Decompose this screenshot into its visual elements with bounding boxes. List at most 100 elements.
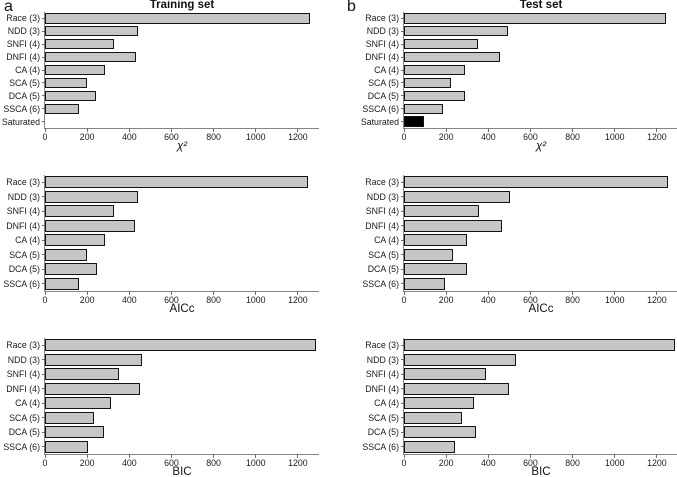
y-tick-mark xyxy=(42,69,45,71)
bar xyxy=(45,77,87,89)
x-tick-label: 200 xyxy=(438,295,454,305)
y-tick-mark xyxy=(401,121,404,123)
bar xyxy=(45,26,138,37)
x-tick-label: 400 xyxy=(480,132,496,142)
y-category-label: CA (4) xyxy=(374,398,399,409)
y-category-label: Saturated xyxy=(360,116,399,127)
x-tick-label: 600 xyxy=(523,132,538,142)
y-tick-mark xyxy=(401,283,404,285)
x-tick-mark xyxy=(297,454,299,458)
bar xyxy=(404,397,474,410)
y-category-label: NDD (3) xyxy=(7,191,40,202)
y-category-label: Race (3) xyxy=(6,177,40,188)
bar xyxy=(45,190,138,203)
x-axis-label: χ² xyxy=(176,140,188,152)
y-category-label: SCA (5) xyxy=(9,412,40,423)
y-category-label: DNFI (4) xyxy=(365,220,399,231)
y-category-label: NDD (3) xyxy=(366,26,399,37)
y-category-label: SCA (5) xyxy=(368,412,399,423)
x-tick-label: 200 xyxy=(438,458,454,468)
y-tick-mark xyxy=(42,359,45,361)
y-tick-mark xyxy=(401,108,404,110)
y-category-label: DCA (5) xyxy=(367,90,399,101)
y-category-label: CA (4) xyxy=(15,65,40,75)
y-category-label: SCA (5) xyxy=(368,77,399,88)
x-tick-label: 1000 xyxy=(604,132,625,142)
x-tick-label: 1000 xyxy=(245,458,266,468)
bar xyxy=(404,277,446,290)
chart-test-chi-squared: Test set Race (3) NDD (3) SNFI (4) DNFI (4) C… xyxy=(361,0,677,152)
x-tick-label: 1200 xyxy=(288,458,308,468)
y-tick-mark xyxy=(401,30,404,32)
bar xyxy=(404,103,443,114)
y-tick-mark xyxy=(401,82,404,84)
bar xyxy=(45,13,310,24)
y-tick-mark xyxy=(42,254,45,256)
y-category-label: DCA (5) xyxy=(8,264,40,275)
bar xyxy=(45,176,309,189)
bar xyxy=(45,277,80,290)
x-tick-mark xyxy=(529,291,531,295)
bar xyxy=(45,339,317,352)
x-tick-mark xyxy=(403,128,405,132)
bar xyxy=(404,234,468,247)
bar xyxy=(404,353,516,366)
x-tick-label: 600 xyxy=(164,295,179,305)
x-tick-mark xyxy=(44,128,46,132)
y-category-label: SSCA (6) xyxy=(362,278,399,289)
y-category-label: SSCA (6) xyxy=(3,278,40,289)
y-tick-mark xyxy=(401,431,404,433)
y-tick-mark xyxy=(42,446,45,448)
y-tick-mark xyxy=(401,254,404,256)
bar xyxy=(404,77,452,89)
x-tick-label: 0 xyxy=(42,458,48,468)
y-category-label: Race (3) xyxy=(6,340,40,351)
y-category-label: Race (3) xyxy=(365,13,399,24)
bar xyxy=(45,205,114,218)
x-tick-mark xyxy=(403,454,405,458)
panel-label-a: a xyxy=(4,0,13,15)
bar xyxy=(404,64,466,76)
bar xyxy=(404,176,668,189)
y-category-label: DNFI (4) xyxy=(6,52,40,63)
y-tick-mark xyxy=(401,402,404,404)
y-category-label: SNFI (4) xyxy=(6,369,40,380)
y-tick-mark xyxy=(42,388,45,390)
x-tick-mark xyxy=(445,128,447,132)
x-tick-label: 0 xyxy=(401,458,407,468)
x-tick-mark xyxy=(255,291,257,295)
x-tick-label: 200 xyxy=(79,295,95,305)
y-category-label: DCA (5) xyxy=(367,264,399,275)
x-tick-mark xyxy=(297,128,299,132)
x-tick-label: 1200 xyxy=(288,295,308,305)
y-tick-mark xyxy=(401,210,404,212)
y-tick-mark xyxy=(42,417,45,419)
panel-label-b: b xyxy=(347,0,356,15)
y-tick-mark xyxy=(42,344,45,346)
bar xyxy=(45,248,87,261)
bar xyxy=(45,219,135,232)
chart-training-chi-squared: Training set Race (3) NDD (3) SNFI (4) DNFI … xyxy=(2,0,319,152)
bar xyxy=(45,368,120,381)
x-axis-label: AICc xyxy=(169,303,195,315)
x-tick-mark xyxy=(487,291,489,295)
bar xyxy=(404,13,667,24)
y-category-label: DCA (5) xyxy=(8,90,40,101)
chart-title: Test set xyxy=(519,0,563,11)
bar xyxy=(404,90,466,101)
bar xyxy=(404,26,509,37)
x-tick-label: 400 xyxy=(121,132,137,142)
y-category-label: DNFI (4) xyxy=(365,383,399,394)
y-category-label: SNFI (4) xyxy=(6,39,40,50)
y-tick-mark xyxy=(42,210,45,212)
bar xyxy=(404,248,454,261)
bar xyxy=(45,382,141,395)
bar xyxy=(45,440,88,453)
bar xyxy=(45,411,94,424)
y-tick-mark xyxy=(401,417,404,419)
x-tick-label: 400 xyxy=(480,458,496,468)
bar xyxy=(404,382,509,395)
x-tick-mark xyxy=(529,454,531,458)
x-tick-mark xyxy=(614,454,616,458)
